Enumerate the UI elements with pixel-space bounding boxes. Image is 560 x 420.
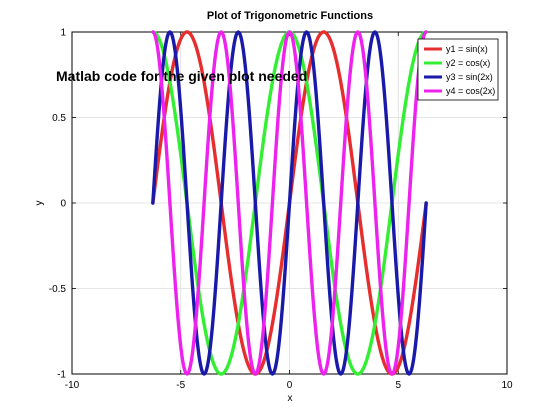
x-tick-label: 0 <box>287 380 293 391</box>
y-tick-label: -1 <box>57 370 66 381</box>
legend-label: y1 = sin(x) <box>446 44 488 54</box>
series-group <box>151 30 428 376</box>
legend-label: y2 = cos(x) <box>446 58 490 68</box>
x-tick-label: 10 <box>501 380 513 391</box>
legend-label: y3 = sin(2x) <box>446 72 493 82</box>
series-line-4 <box>151 30 428 376</box>
y-axis-label: y <box>34 201 45 206</box>
series-line-3 <box>151 30 428 376</box>
x-tick-label: -5 <box>176 380 185 391</box>
legend-label: y4 = cos(2x) <box>446 86 495 96</box>
chart-title: Plot of Trigonometric Functions <box>207 10 373 22</box>
y-tick-label: 1 <box>60 28 66 39</box>
legend: y1 = sin(x) y2 = cos(x) y3 = sin(2x) y4 = c… <box>417 38 499 101</box>
x-axis-label: x <box>288 393 293 404</box>
y-tick-label: 0 <box>60 199 66 210</box>
x-tick-label: 5 <box>395 380 401 391</box>
plot-annotation: Matlab code for the given plot needed <box>56 68 307 84</box>
y-tick-label: -0.5 <box>49 284 67 295</box>
y-tick-label: 0.5 <box>52 113 66 124</box>
x-tick-label: -10 <box>65 380 80 391</box>
axis-ticks: -10 -5 0 5 10 -1 -0.5 0 0.5 1 <box>49 28 513 392</box>
